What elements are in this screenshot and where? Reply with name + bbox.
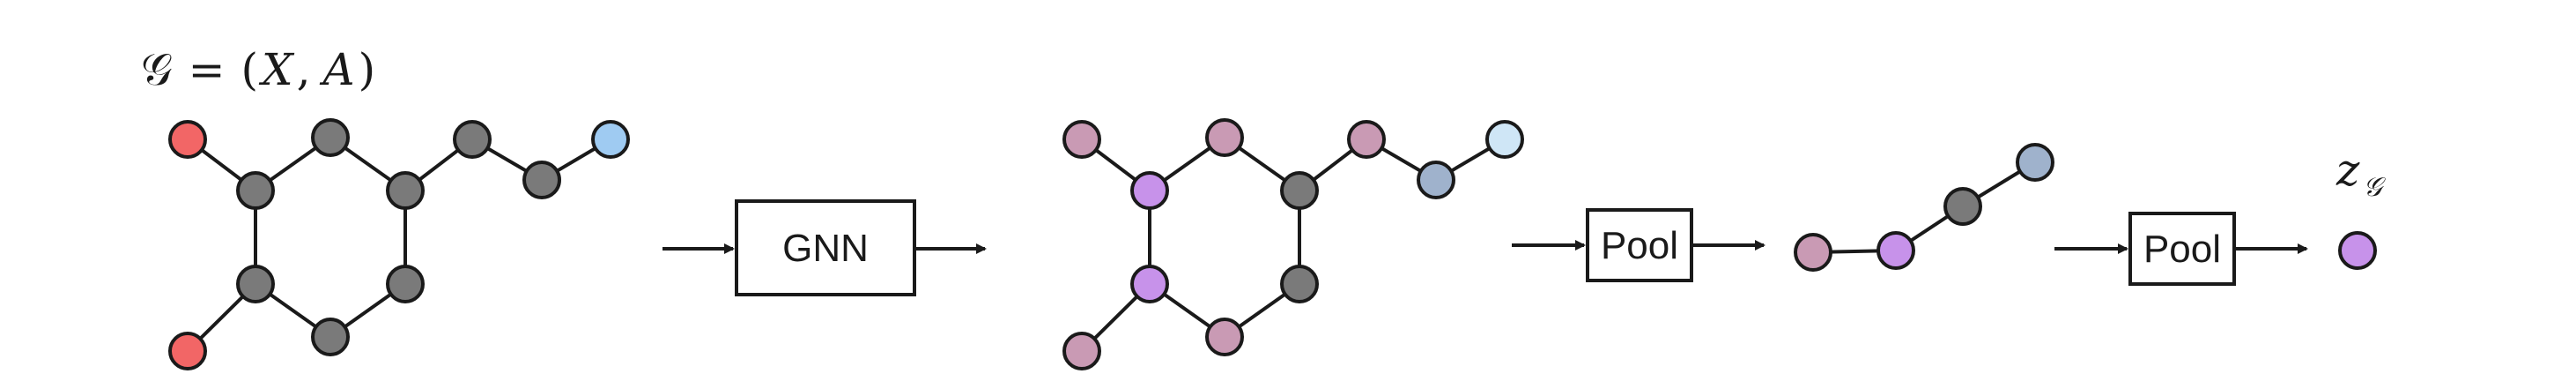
graph-node-gray — [453, 120, 492, 159]
graph-label: 𝒢 = ( X , A ) — [141, 44, 375, 95]
embedded-graph — [1062, 118, 1524, 370]
gnn-label: GNN — [782, 227, 869, 270]
graph-node-pink — [1062, 120, 1101, 159]
graph-node-gray — [311, 318, 350, 356]
graph-node-blue — [591, 120, 630, 159]
output-symbol: z — [2335, 145, 2360, 196]
graph-node-purple — [1130, 171, 1169, 210]
comma: , — [297, 44, 311, 95]
coarsened-graph — [1794, 143, 2054, 272]
graph-node-steel — [2016, 143, 2054, 182]
graph-node-gray — [522, 161, 561, 199]
graph-embedding-node — [2338, 231, 2377, 270]
graph-node-pink — [1205, 318, 1244, 356]
graph-node-red — [168, 332, 207, 370]
graph-node-light-blue — [1485, 120, 1524, 159]
graph-node-gray — [1280, 171, 1319, 210]
graph-node-gray — [311, 118, 350, 157]
graph-node-gray — [236, 171, 275, 210]
pool-label-1: Pool — [1601, 224, 1678, 267]
graph-node-steel — [1417, 161, 1455, 199]
output-label: z 𝒢 — [2335, 145, 2386, 203]
graph-node-pink — [1794, 233, 1832, 272]
feature-matrix-symbol: X — [258, 44, 295, 95]
adjacency-matrix-symbol: A — [320, 44, 355, 95]
pool-label-2: Pool — [2143, 228, 2221, 271]
graph-node-pink — [1205, 118, 1244, 157]
graph-node-gray — [236, 265, 275, 303]
close-paren: ) — [359, 44, 376, 95]
input-graph — [168, 118, 630, 370]
graph-node-pink — [1347, 120, 1386, 159]
graph-node-purple — [1876, 231, 1915, 270]
graph-node-purple — [1130, 265, 1169, 303]
graph-node-gray — [386, 171, 425, 210]
output-subscript: 𝒢 — [2363, 172, 2386, 203]
graph-node-pink — [1062, 332, 1101, 370]
graph-symbol: 𝒢 — [141, 44, 173, 95]
open-paren: ( — [241, 44, 259, 95]
graph-node-gray — [1943, 187, 1982, 226]
graph-node-gray — [386, 265, 425, 303]
gnn-block — [735, 199, 916, 296]
graph-node-red — [168, 120, 207, 159]
pool-block-1 — [1586, 208, 1693, 282]
graph-node-gray — [1280, 265, 1319, 303]
equals-sign: = — [189, 44, 226, 95]
